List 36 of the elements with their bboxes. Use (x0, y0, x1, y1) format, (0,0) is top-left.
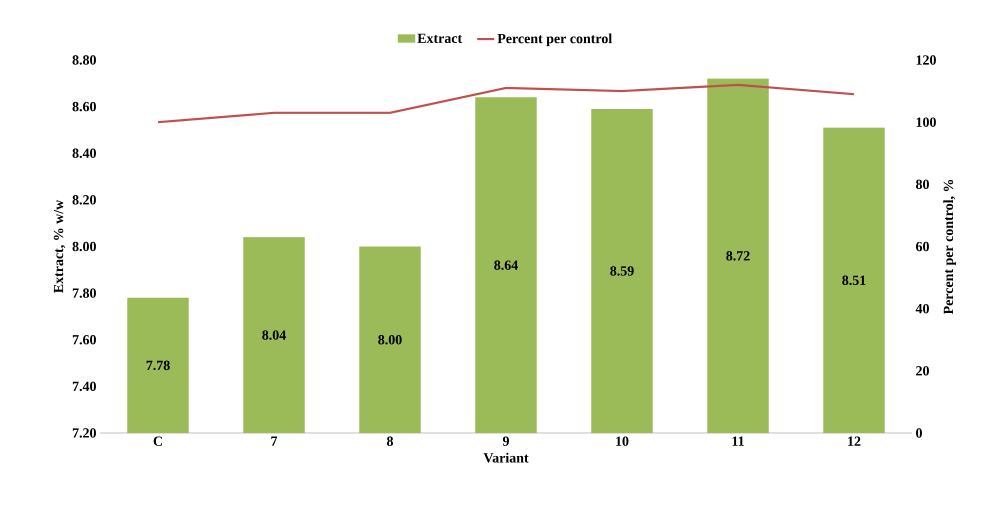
data-label: 8.64 (494, 260, 518, 270)
y-axis-title: Extract, % w/w (54, 200, 66, 293)
y2-tick-label: 60 (916, 242, 929, 252)
data-label: 8.51 (842, 276, 866, 286)
data-label: 8.59 (610, 266, 634, 276)
line-series (156, 84, 856, 124)
legend-label: Extract (417, 34, 462, 43)
y2-tick-label: 100 (916, 117, 936, 127)
y2-axis-title: Percent per control, % (943, 180, 956, 314)
y2-tick-label: 40 (916, 304, 929, 314)
data-label: 8.72 (726, 251, 750, 261)
y-tick-label: 8.20 (72, 195, 96, 205)
x-tick-label: 8 (386, 436, 394, 446)
x-tick-label: 9 (502, 436, 509, 446)
y-tick-label: 8.80 (72, 55, 96, 65)
data-label: 8.00 (378, 335, 402, 344)
y-tick-label: 7.80 (72, 288, 96, 298)
y-tick-label: 7.40 (72, 382, 96, 392)
y2-tick-label: 80 (916, 180, 929, 190)
y-tick-label: 8.40 (72, 148, 96, 158)
x-tick-label: 7 (271, 436, 278, 446)
y2-tick-label: 20 (916, 366, 929, 376)
data-label: 7.78 (146, 360, 170, 370)
y-tick-label: 8.00 (72, 242, 96, 252)
y-tick-label: 7.60 (72, 335, 96, 344)
y-tick-label: 8.60 (72, 102, 96, 112)
x-tick-label: C (154, 436, 162, 446)
x-tick-label: 10 (616, 436, 628, 446)
y-tick-label: 7.20 (72, 428, 96, 438)
data-label: 8.04 (262, 330, 286, 340)
y2-tick-label: 0 (916, 428, 922, 438)
x-tick-label: 12 (848, 436, 860, 446)
y2-tick-label: 120 (916, 55, 936, 65)
legend-label: Percent per control (498, 33, 612, 46)
x-axis-title: Variant (484, 452, 529, 463)
x-tick-label: 11 (732, 436, 744, 446)
